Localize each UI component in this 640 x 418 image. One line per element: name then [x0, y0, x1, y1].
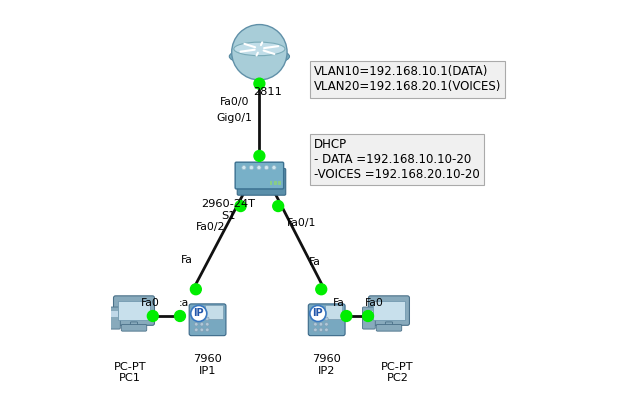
FancyBboxPatch shape [108, 307, 120, 329]
Circle shape [254, 78, 265, 89]
Text: Fa0: Fa0 [365, 298, 384, 308]
Text: IP: IP [193, 308, 204, 319]
Circle shape [175, 311, 186, 321]
Circle shape [205, 328, 209, 331]
Circle shape [191, 306, 207, 321]
Text: PC-PT
PC1: PC-PT PC1 [113, 362, 146, 383]
FancyBboxPatch shape [274, 181, 276, 185]
Circle shape [319, 317, 323, 321]
Circle shape [273, 201, 284, 212]
Circle shape [242, 166, 246, 170]
Circle shape [314, 328, 317, 331]
Text: DHCP
- DATA =192.168.10.10-20
-VOICES =192.168.20.10-20: DHCP - DATA =192.168.10.10-20 -VOICES =1… [314, 138, 479, 181]
Circle shape [264, 166, 269, 170]
Text: 2960-24T
S1: 2960-24T S1 [201, 199, 255, 221]
FancyBboxPatch shape [237, 168, 285, 195]
Text: Fa0/2: Fa0/2 [195, 222, 225, 232]
FancyBboxPatch shape [189, 304, 226, 336]
Text: :a: :a [179, 298, 189, 308]
FancyBboxPatch shape [131, 322, 138, 327]
FancyBboxPatch shape [324, 305, 342, 319]
Circle shape [205, 317, 209, 321]
Text: 7960
IP2: 7960 IP2 [312, 354, 340, 376]
Text: VLAN10=192.168.10.1(DATA)
VLAN20=192.168.20.1(VOICES): VLAN10=192.168.10.1(DATA) VLAN20=192.168… [314, 66, 501, 93]
Circle shape [319, 323, 323, 326]
Circle shape [147, 311, 158, 321]
Circle shape [195, 317, 198, 321]
FancyBboxPatch shape [278, 181, 281, 185]
Text: Gig0/1: Gig0/1 [216, 113, 252, 123]
FancyBboxPatch shape [110, 311, 118, 317]
FancyBboxPatch shape [118, 301, 150, 320]
Circle shape [314, 323, 317, 326]
FancyBboxPatch shape [365, 311, 373, 317]
Circle shape [341, 311, 352, 321]
FancyBboxPatch shape [376, 324, 402, 331]
Text: IP: IP [312, 308, 323, 319]
FancyBboxPatch shape [235, 162, 284, 189]
Circle shape [191, 284, 202, 295]
Circle shape [254, 150, 265, 161]
Text: Fa: Fa [181, 255, 193, 265]
Ellipse shape [234, 42, 285, 56]
Text: Fa0/1: Fa0/1 [287, 218, 316, 228]
Circle shape [205, 323, 209, 326]
FancyBboxPatch shape [362, 307, 375, 329]
Circle shape [324, 323, 328, 326]
Circle shape [316, 284, 326, 295]
Circle shape [200, 323, 204, 326]
Circle shape [272, 166, 276, 170]
FancyBboxPatch shape [308, 304, 345, 336]
Circle shape [232, 25, 287, 80]
Circle shape [363, 311, 374, 321]
Text: PC-PT
PC2: PC-PT PC2 [381, 362, 413, 383]
FancyBboxPatch shape [270, 181, 273, 185]
Text: Fa0/0: Fa0/0 [220, 97, 249, 107]
Circle shape [200, 317, 204, 321]
Circle shape [324, 317, 328, 321]
FancyBboxPatch shape [121, 324, 147, 331]
Text: 7960
IP1: 7960 IP1 [193, 354, 221, 376]
Circle shape [314, 317, 317, 321]
FancyBboxPatch shape [369, 296, 410, 325]
Text: Fa: Fa [308, 257, 321, 267]
Circle shape [195, 323, 198, 326]
Circle shape [235, 201, 246, 212]
FancyBboxPatch shape [385, 322, 392, 327]
Circle shape [310, 306, 326, 321]
Text: Fa: Fa [333, 298, 345, 308]
Circle shape [319, 328, 323, 331]
FancyBboxPatch shape [205, 305, 223, 319]
FancyBboxPatch shape [113, 296, 154, 325]
Ellipse shape [229, 48, 289, 65]
Circle shape [324, 328, 328, 331]
FancyBboxPatch shape [373, 301, 404, 320]
Text: Fa0: Fa0 [140, 298, 159, 308]
Circle shape [250, 166, 253, 170]
Circle shape [200, 328, 204, 331]
Text: 2811: 2811 [253, 87, 282, 97]
Circle shape [257, 166, 261, 170]
Circle shape [195, 328, 198, 331]
